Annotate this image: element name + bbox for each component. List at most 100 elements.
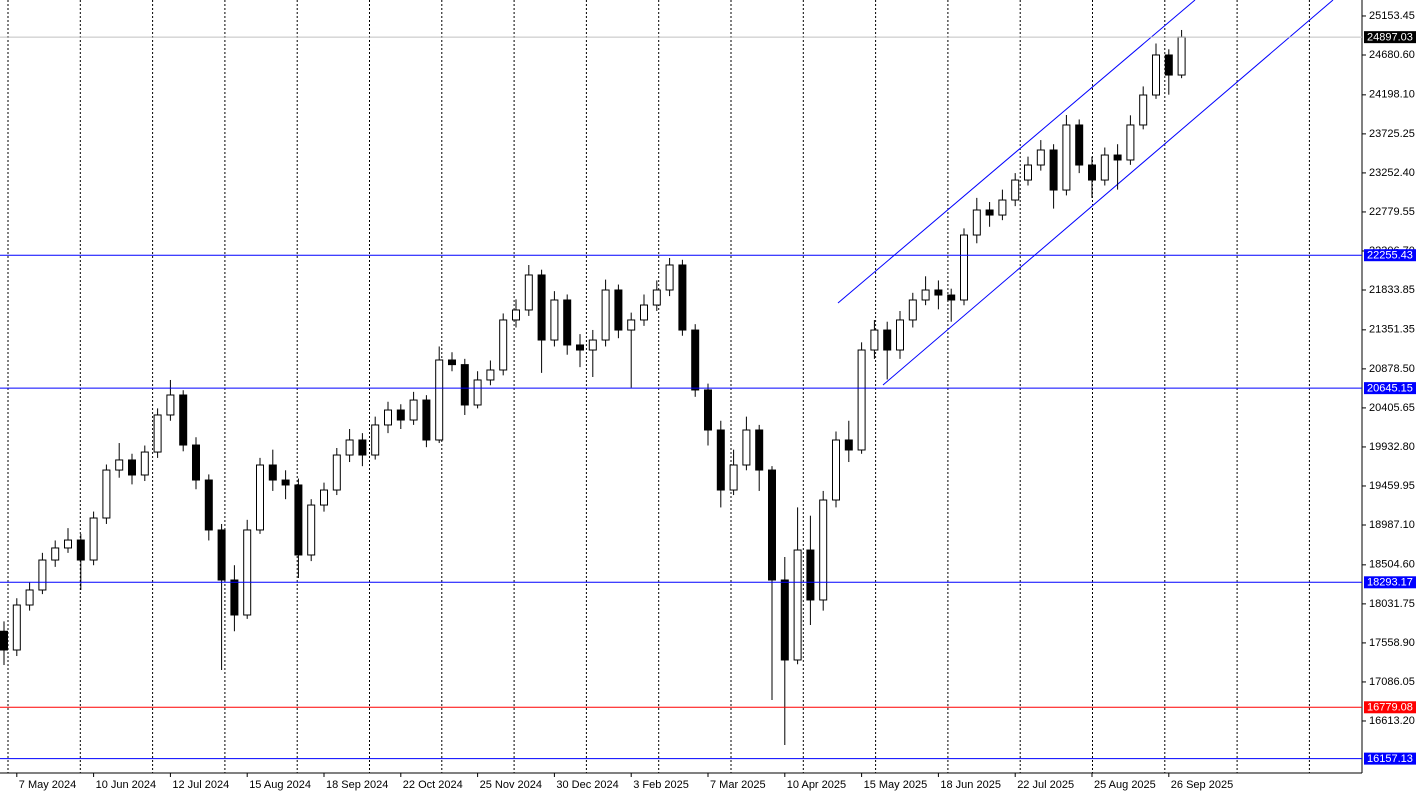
candle-body: [1126, 124, 1135, 161]
candle-body: [819, 499, 828, 601]
candle-body: [691, 329, 700, 391]
y-tick-label: 21833.85: [1369, 284, 1415, 296]
x-tick-label: 22 Oct 2024: [403, 779, 463, 791]
candle-body: [76, 539, 85, 561]
candle-body: [460, 364, 469, 406]
candle-body: [268, 464, 277, 481]
level-label-box: [1364, 752, 1416, 765]
candle-body: [332, 454, 341, 491]
x-tick-label: 3 Feb 2025: [633, 779, 689, 791]
candle-body: [307, 504, 316, 556]
candle-body: [128, 459, 136, 476]
candle-body: [102, 469, 111, 519]
x-tick-label: 12 Jul 2024: [172, 779, 229, 791]
candle-body: [857, 349, 866, 451]
candle-body: [473, 379, 482, 406]
channel-upper: [837, 0, 1196, 304]
x-tick-label: 7 Mar 2025: [710, 779, 766, 791]
candle-body: [1177, 36, 1186, 76]
candle-body: [435, 359, 444, 441]
candle-body: [1164, 54, 1173, 76]
candle-body: [166, 394, 175, 416]
level-label-box: [1364, 31, 1416, 44]
candle-body: [832, 439, 840, 501]
candle-body: [499, 319, 508, 371]
candle-body: [256, 464, 264, 531]
x-tick-label: 25 Nov 2024: [480, 779, 542, 791]
candle-body: [755, 429, 764, 471]
candle-body: [320, 489, 328, 506]
candle-body: [576, 344, 584, 351]
candle-body: [51, 547, 60, 561]
candle-body: [652, 289, 661, 306]
candle-body: [998, 199, 1007, 216]
candle-body: [985, 209, 994, 216]
candle-body: [768, 469, 776, 581]
level-label-box: [1364, 701, 1416, 714]
candle-body: [153, 414, 162, 453]
y-tick-label: 19459.95: [1369, 480, 1415, 492]
y-tick-label: 18504.60: [1369, 559, 1415, 571]
level-label-box: [1364, 382, 1416, 395]
candle-body: [1075, 124, 1084, 166]
candle-body: [12, 604, 21, 651]
candle-body: [678, 264, 687, 331]
candle-body: [524, 274, 533, 311]
y-tick-label: 17558.90: [1369, 637, 1415, 649]
candle-body: [716, 429, 725, 491]
candle-body: [537, 274, 546, 341]
level-label-box: [1364, 249, 1416, 262]
candle-body: [793, 549, 802, 661]
candle-body: [614, 289, 623, 331]
candle-body: [345, 439, 354, 456]
candle-body: [870, 329, 879, 351]
y-tick-label: 21351.35: [1369, 324, 1415, 336]
candle-body: [384, 409, 392, 426]
candle-body: [844, 439, 853, 451]
candle-body: [704, 389, 712, 431]
y-tick-label: 20405.65: [1369, 402, 1415, 414]
candle-body: [281, 479, 290, 486]
candle-body: [294, 484, 303, 556]
x-tick-label: 18 Sep 2024: [326, 779, 388, 791]
candle-body: [396, 409, 405, 421]
candle-body: [179, 394, 188, 446]
candle-body: [512, 309, 520, 321]
candle-body: [1088, 164, 1096, 181]
candle-body: [1062, 124, 1071, 191]
level-label-box: [1364, 576, 1416, 589]
candle-body: [243, 529, 252, 616]
candle-body: [780, 579, 789, 661]
y-tick-label: 22779.55: [1369, 206, 1415, 218]
candle-body: [563, 299, 572, 346]
x-tick-label: 10 Jun 2024: [96, 779, 157, 791]
candle-body: [371, 424, 380, 456]
candle-body: [883, 329, 892, 351]
x-tick-label: 25 Aug 2025: [1094, 779, 1156, 791]
candle-body: [230, 579, 239, 616]
candle-body: [742, 429, 751, 466]
candle-body: [1011, 179, 1020, 201]
candle-body: [588, 339, 597, 351]
y-tick-label: 17086.05: [1369, 676, 1415, 688]
x-tick-label: 10 Apr 2025: [787, 779, 846, 791]
y-tick-label: 19932.80: [1369, 441, 1415, 453]
x-tick-label: 7 May 2024: [19, 779, 76, 791]
x-tick-label: 15 Aug 2024: [249, 779, 311, 791]
candle-body: [192, 444, 200, 481]
candle-body: [806, 549, 815, 601]
candle-body: [627, 319, 636, 331]
level-label: 16157.13: [1367, 753, 1413, 765]
y-tick-label: 20878.50: [1369, 363, 1415, 375]
candle-body: [921, 289, 930, 301]
candle-body: [64, 539, 72, 549]
candle-body: [1113, 154, 1122, 161]
candle-body: [947, 294, 956, 301]
y-tick-label: 25153.45: [1369, 10, 1415, 22]
y-tick-label: 18987.10: [1369, 519, 1415, 531]
candle-body: [358, 439, 367, 456]
x-tick-label: 15 May 2025: [864, 779, 928, 791]
x-tick-label: 26 Sep 2025: [1171, 779, 1233, 791]
channel-lower: [882, 0, 1334, 386]
